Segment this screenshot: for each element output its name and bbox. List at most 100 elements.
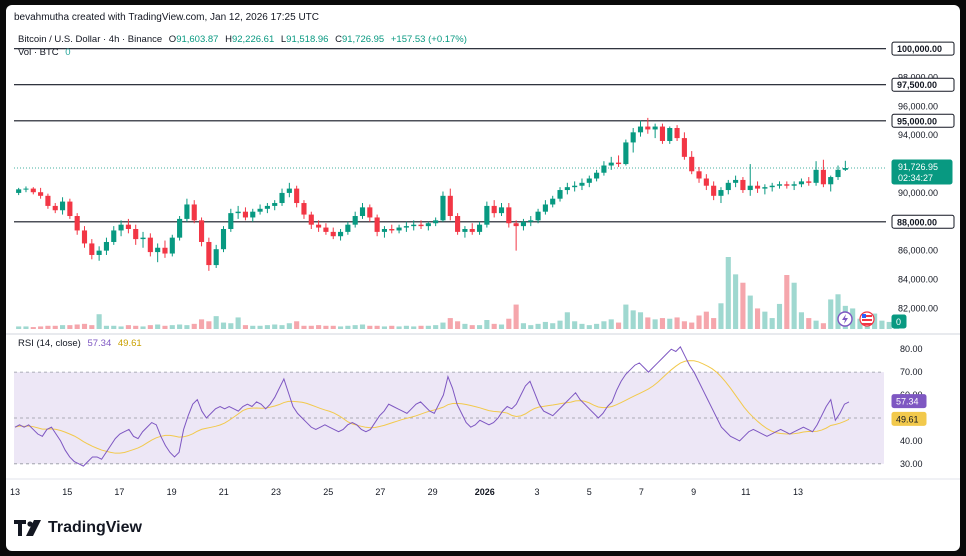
candle-body [272,203,278,206]
candle-body [301,203,307,215]
volume-bar [337,326,344,329]
candle-body [769,185,775,188]
last-price-value: 91,726.95 [898,162,938,172]
volume-bar [674,317,680,329]
candle-body [316,224,322,228]
volume-bar [572,321,578,329]
candle-body [725,182,731,191]
candle-body [681,138,687,157]
candle-body [118,224,124,231]
volume-bar [557,320,563,329]
open-value: 91,603.87 [176,34,219,45]
time-tick-label: 9 [691,487,696,497]
candle-body [184,204,190,219]
candle-body [820,169,826,185]
candle-body [733,179,739,183]
volume-bar [828,299,834,329]
last-price-countdown: 02:34:27 [898,173,933,183]
rsi-label[interactable]: RSI (14, close) [18,338,81,349]
volume-bar [411,326,417,329]
open-label: O [168,34,177,45]
tradingview-logo-icon [14,520,41,536]
candle-body [103,241,110,251]
rsi-value: 57.34 [87,338,112,349]
chart-frame: 100,000.00 98,000.00 96,000.00 94,000.00 92,… [6,5,960,551]
candle-body [740,179,746,191]
time-tick-label: 11 [741,487,750,497]
volume-bar [286,323,292,329]
volume-bar [813,320,819,329]
rsi-ma-value: 49.61 [117,338,142,349]
rsi-tick-label: 40.00 [900,436,923,446]
candle-body [550,198,556,205]
candle-body [462,229,468,232]
volume-bar [872,313,878,329]
candle-body [133,229,139,240]
time-tick-label: 21 [219,487,229,497]
horizontal-line-price: 88,000.00 [897,217,937,227]
candle-body [703,178,709,186]
volume-bar [564,312,570,329]
candle-body [16,189,22,193]
volume-bar [316,325,322,329]
time-tick-label: 15 [62,487,72,497]
ohlc-legend: Bitcoin / U.S. Dollar · 4h · Binance O91… [18,34,467,45]
volume-bar [89,325,95,329]
candle-body [96,250,102,255]
time-tick-label: 17 [114,487,124,497]
symbol-name[interactable]: Bitcoin / U.S. Dollar · 4h · Binance [18,34,163,45]
volume-bar [74,324,80,329]
low-value: 91,518.96 [286,34,329,45]
volume-bar [689,322,695,329]
chart-canvas[interactable]: 100,000.00 98,000.00 96,000.00 94,000.00 92,… [6,5,960,551]
volume-bar [586,325,592,329]
candle-body [352,216,358,225]
volume-bar [177,324,183,329]
rsi-band [14,371,884,465]
volume-bar [81,323,88,329]
volume-bar [455,321,461,329]
candle-body [798,181,805,185]
candle-body [572,185,578,188]
candle-body [220,229,227,250]
volume-bar [396,326,402,329]
candles [16,117,848,271]
volume-bar [718,303,724,329]
logo-text: TradingView [48,519,142,536]
change-value: +157.53 (+0.17%) [390,34,467,45]
candle-body [213,249,219,266]
time-tick-label: 13 [10,487,20,497]
candle-body [279,192,285,204]
volume-bar [623,304,629,329]
volume-bar [857,318,863,329]
volume-bar [776,303,783,329]
candle-body [81,230,88,244]
candle-body [155,247,161,253]
candle-body [67,201,73,217]
volume-bar [725,257,731,329]
candle-body [23,188,29,190]
candle-body [762,187,768,189]
candle-body [564,187,570,191]
volume-bar [147,325,153,329]
rsi-ma-line [14,360,850,454]
volume-bar [59,325,66,329]
volume-bar [111,325,117,329]
candle-body [498,207,505,214]
tradingview-logo[interactable]: TradingView [14,516,142,540]
volume-bar [235,317,241,329]
volume-bar [806,318,812,329]
candle-body [147,237,153,253]
volume-bar [476,325,483,329]
candle-body [813,169,819,183]
volume-bar [835,294,841,329]
volume-bar [184,325,190,329]
volume-bar [345,325,351,329]
candle-body [89,243,95,255]
candle-body [601,165,607,173]
candle-body [594,172,600,179]
volume-bar [462,323,468,329]
volume-bar [659,318,666,329]
volume-label[interactable]: Vol · BTC [18,47,59,58]
candle-body [74,216,80,231]
